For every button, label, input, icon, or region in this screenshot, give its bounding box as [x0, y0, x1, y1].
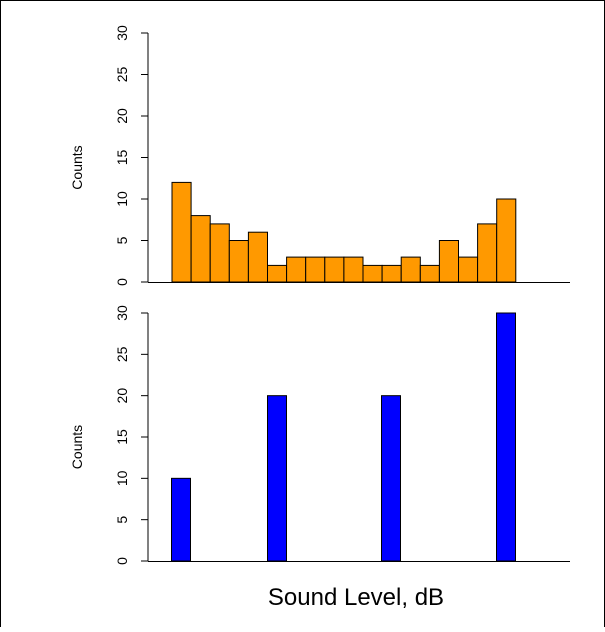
bot-y-tick-label: 5	[114, 516, 130, 524]
histogram-bar	[171, 181, 192, 283]
histogram-bar	[343, 256, 364, 283]
histogram-bar	[438, 240, 459, 283]
bot-y-tick-label: 10	[114, 470, 130, 486]
bot-y-tick-label: 25	[114, 346, 130, 362]
top-y-tick-label: 30	[114, 25, 130, 41]
bot-y-tick-label: 15	[114, 429, 130, 445]
bot-y-tick-label: 20	[114, 388, 130, 404]
histogram-bar	[286, 256, 307, 283]
top-y-tick-label: 25	[114, 67, 130, 83]
histogram-bar	[496, 198, 517, 283]
bar	[381, 395, 401, 562]
histogram-bar	[228, 240, 249, 283]
x-axis-title: Sound Level, dB	[268, 584, 444, 611]
histogram-bar	[209, 223, 230, 283]
top-y-tick-label: 10	[114, 191, 130, 207]
histogram-bar	[267, 264, 288, 283]
bottom-y-axis-title: Counts	[69, 425, 85, 469]
bar	[267, 395, 287, 562]
top-y-tick-label: 0	[114, 278, 130, 286]
histogram-bar	[477, 223, 498, 283]
bar	[496, 312, 516, 562]
histogram-bar	[381, 264, 402, 283]
bot-y-tick-label: 30	[114, 305, 130, 321]
histogram-bar	[190, 215, 211, 283]
histogram-bar	[362, 264, 383, 283]
bottom-y-ticks: 0 5 10 15 20 25 30	[114, 305, 148, 565]
top-y-ticks: 0 5 10 15 20 25 30	[114, 25, 148, 286]
histogram-bar	[247, 231, 268, 283]
top-bars	[171, 181, 517, 283]
histogram-bar	[324, 256, 345, 283]
top-y-axis-title: Counts	[69, 145, 85, 189]
histogram-bar	[400, 256, 421, 283]
bottom-bars	[171, 312, 516, 562]
histogram-bar	[305, 256, 326, 283]
top-y-tick-label: 5	[114, 236, 130, 244]
bar	[171, 477, 191, 562]
bot-y-tick-label: 0	[114, 557, 130, 565]
top-y-tick-label: 20	[114, 108, 130, 124]
top-y-tick-label: 15	[114, 150, 130, 166]
histogram-bar	[419, 264, 440, 283]
histogram-bar	[458, 256, 479, 283]
bottom-bar-panel: 0 5 10 15 20 25 30 Counts Sound Level, dB	[69, 305, 570, 611]
top-histogram-panel: 0 5 10 15 20 25 30 Counts	[69, 25, 570, 286]
